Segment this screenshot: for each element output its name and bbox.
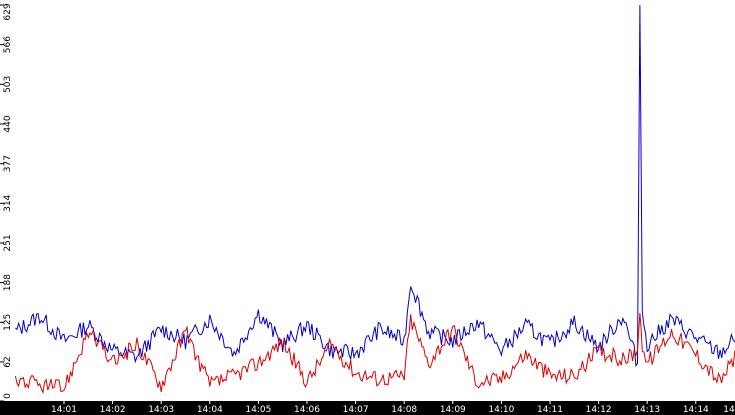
y-tick-label: 440 <box>3 115 13 132</box>
y-tick-label: 188 <box>3 274 13 291</box>
x-tick-label: 14:13 <box>634 405 660 415</box>
y-tick-label: 125 <box>3 314 13 331</box>
x-tick-label: 14:05 <box>245 405 271 415</box>
x-tick-label: 14 <box>723 405 735 415</box>
y-tick-label: 314 <box>3 194 13 211</box>
x-tick-label: 14:10 <box>488 405 514 415</box>
x-tick-label: 14:02 <box>100 405 126 415</box>
x-axis: 14:01 14:02 14:03 14:04 14:05 14:06 14:07 14:08… <box>51 401 735 415</box>
x-tick-label: 14:06 <box>294 405 320 415</box>
y-tick-label: 629 <box>3 3 13 20</box>
y-axis: 0 62 125 188 251 314 377 440 503 566 629 <box>0 3 13 402</box>
series-line-blue <box>15 4 735 368</box>
x-tick-label: 14:04 <box>197 405 223 415</box>
y-tick-label: 377 <box>3 155 13 172</box>
y-tick-label: 503 <box>3 76 13 93</box>
x-tick-label: 14:07 <box>343 405 369 415</box>
y-tick-label: 566 <box>3 36 13 53</box>
x-tick-label: 14:14 <box>683 405 709 415</box>
x-tick-label: 14:03 <box>148 405 174 415</box>
y-tick-label: 251 <box>3 234 13 251</box>
y-tick-label: 0 <box>3 393 13 399</box>
x-tick-label: 14:09 <box>440 405 466 415</box>
x-tick-label: 14:01 <box>51 405 77 415</box>
series-layer <box>14 4 735 395</box>
series-line-red <box>14 312 735 395</box>
x-tick-label: 14:08 <box>391 405 417 415</box>
x-tick-label: 14:11 <box>537 405 563 415</box>
y-tick-label: 62 <box>3 356 13 367</box>
x-tick-label: 14:12 <box>586 405 612 415</box>
x-axis-bar <box>0 401 735 415</box>
